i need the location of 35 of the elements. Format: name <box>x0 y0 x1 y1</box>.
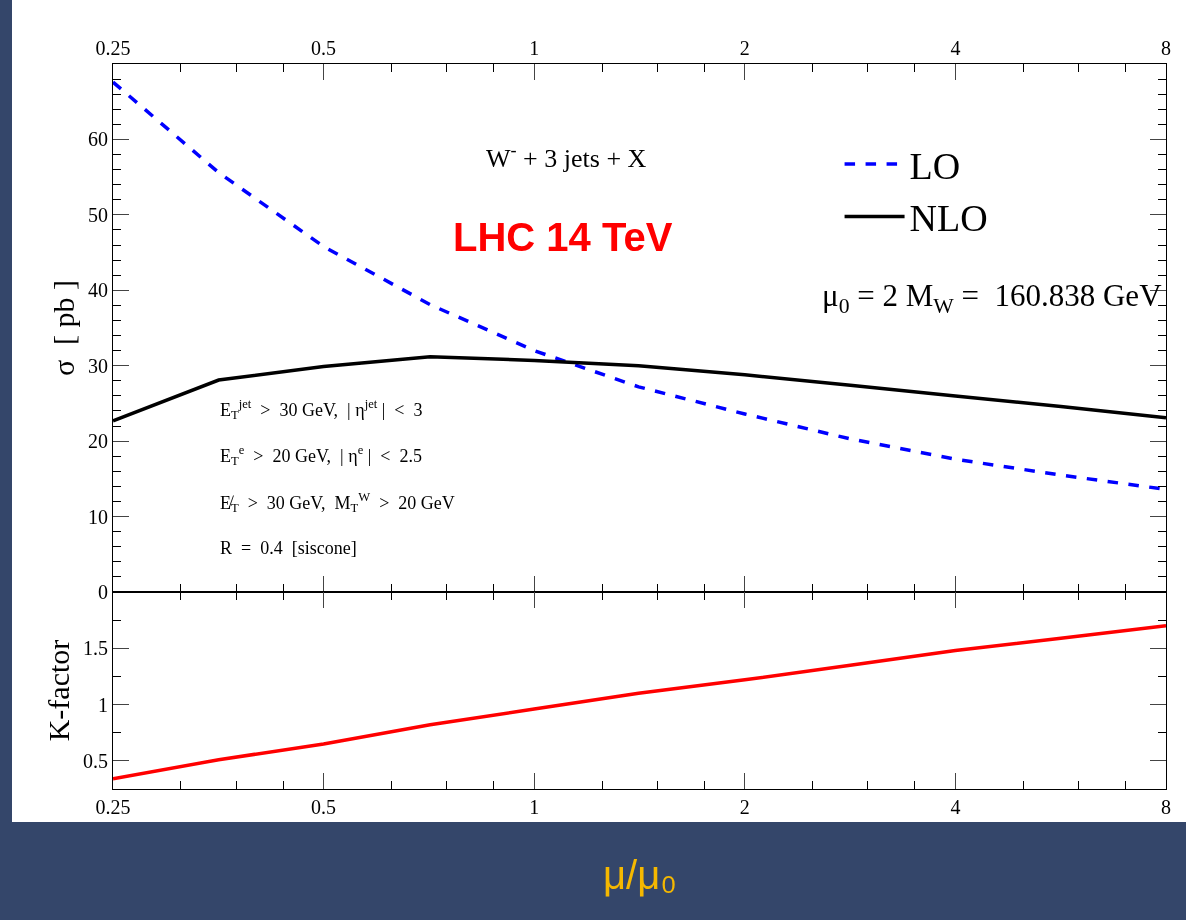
legend-label: NLO <box>909 197 988 240</box>
y-tick-label: 1 <box>98 693 108 716</box>
x-tick-label: 4 <box>950 37 961 59</box>
x-tick-label: 0.5 <box>311 37 337 59</box>
annotation: E̸$_{T}$ > 30 GeV, M$_{T}$$^{W}$ > 20 GeV <box>220 490 455 516</box>
annotation: LHC 14 TeV <box>453 215 673 259</box>
y-tick-label: 1.5 <box>83 637 108 660</box>
x-tick-label: 8 <box>1161 37 1171 59</box>
y-tick-label: 60 <box>88 128 108 151</box>
x-tick-label: 2 <box>739 796 750 818</box>
annotation: E$_{T}$$^{jet}$ > 30 GeV, | η$^{jet}$ | < 3 <box>220 397 423 423</box>
x-tick-label: 1 <box>529 37 540 59</box>
legend-label: LO <box>909 144 961 187</box>
x-tick-label: 2 <box>739 37 750 59</box>
y-tick-label: 20 <box>88 430 108 453</box>
x-tick-label: 0.5 <box>311 796 337 818</box>
x-tick-label: 4 <box>950 796 961 818</box>
y-tick-label: 40 <box>88 279 108 302</box>
y-axis-title: K-factor <box>42 639 75 742</box>
line-series <box>113 624 1166 781</box>
annotation: R = 0.4 [siscone] <box>220 538 357 558</box>
x-tick-label: 0.25 <box>95 37 131 59</box>
y-tick-label: 0 <box>98 581 108 603</box>
y-tick-label: 0.5 <box>83 749 108 772</box>
y-tick-label: 30 <box>88 354 108 377</box>
y-tick-label: 10 <box>88 505 108 528</box>
annotation: E$_{T}$$^{e}$ > 20 GeV, | η$^{e}$ | < 2.5 <box>220 443 422 469</box>
x-tick-label: 1 <box>529 796 540 818</box>
x-axis-title: μ/μ₀ <box>603 853 677 897</box>
x-tick-label: 0.25 <box>95 796 131 818</box>
y-tick-label: 50 <box>88 203 108 226</box>
annotation: μ$_{0}$ = 2 M$_{W}$ = 160.838 GeV <box>822 278 1163 318</box>
y-axis-title: σ [ pb ] <box>47 279 80 377</box>
annotation: W$^{-}$ + 3 jets + X <box>486 140 647 173</box>
x-tick-label: 8 <box>1161 796 1171 818</box>
